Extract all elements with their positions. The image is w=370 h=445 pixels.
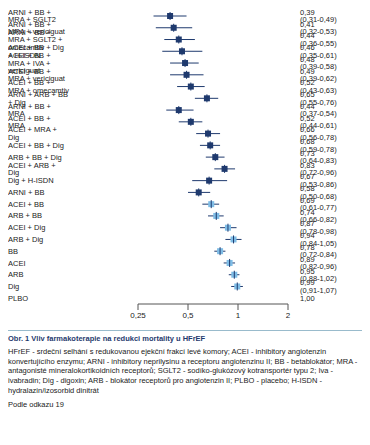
svg-text:0,5: 0,5 <box>182 311 194 320</box>
svg-text:BB: BB <box>8 247 18 256</box>
svg-text:ACEI + Dig: ACEI + Dig <box>8 223 45 232</box>
svg-text:ARB + Dig: ARB + Dig <box>8 235 43 244</box>
svg-text:ARNI + BB: ARNI + BB <box>8 188 44 197</box>
svg-text:2: 2 <box>286 311 291 320</box>
svg-text:PLBO: PLBO <box>8 294 28 303</box>
svg-text:Dig: Dig <box>8 282 19 291</box>
svg-text:1,00: 1,00 <box>300 294 315 303</box>
svg-text:1: 1 <box>236 311 241 320</box>
svg-text:ACEI + ARB +Dig: ACEI + ARB +Dig <box>8 161 56 178</box>
svg-text:ACEI + BB +MRA + IVA +vericigu: ACEI + BB +MRA + IVA +vericiguat <box>8 51 51 75</box>
svg-text:ACEI + MRA +Dig: ACEI + MRA +Dig <box>8 125 57 142</box>
svg-text:ACEI + BB + Dig+ H-ISDN: ACEI + BB + Dig+ H-ISDN <box>8 43 64 60</box>
svg-text:ARB: ARB <box>8 270 23 279</box>
svg-text:ACEI + BB + Dig: ACEI + BB + Dig <box>8 141 64 150</box>
svg-text:ACEI + BB: ACEI + BB <box>8 200 44 209</box>
svg-text:ACEI: ACEI <box>8 259 26 268</box>
svg-text:0,25: 0,25 <box>130 311 146 320</box>
svg-text:0,99(0,91-1,07): 0,99(0,91-1,07) <box>300 278 337 295</box>
svg-text:ARNI + BB +MRA + SGLT2 +omecam: ARNI + BB +MRA + SGLT2 +omecamtiv <box>8 28 63 52</box>
svg-text:ARB + BB: ARB + BB <box>8 211 42 220</box>
svg-text:ARNI + BB +MRA + vericiguat: ARNI + BB +MRA + vericiguat <box>8 20 66 36</box>
svg-text:Dig + H-ISDN: Dig + H-ISDN <box>8 176 54 185</box>
